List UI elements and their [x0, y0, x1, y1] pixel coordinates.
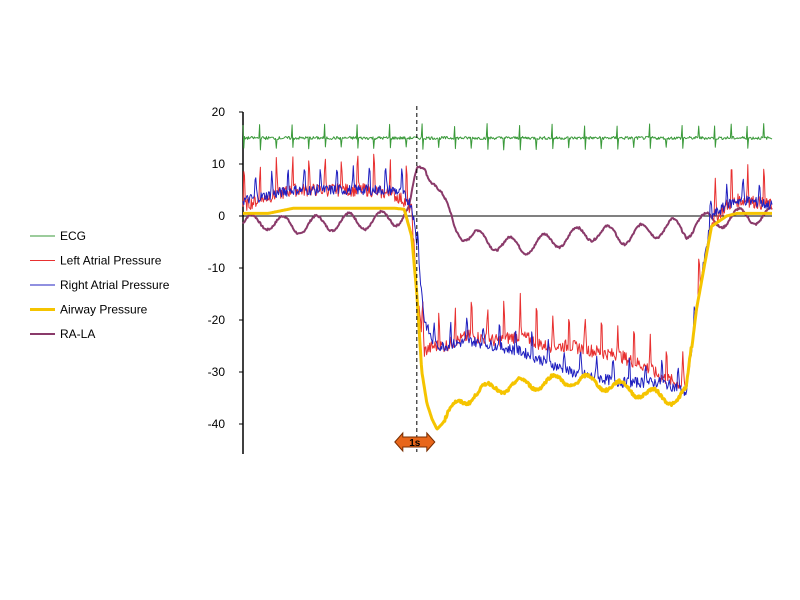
- marker-label: 1s: [409, 438, 421, 449]
- y-tick-label: -30: [208, 365, 226, 379]
- y-tick-label: -10: [208, 261, 226, 275]
- legend-label: Left Atrial Pressure: [60, 254, 162, 268]
- legend: ECG Left Atrial Pressure Right Atrial Pres…: [30, 229, 170, 341]
- legend-label: Right Atrial Pressure: [60, 278, 170, 292]
- series-line-ra-la: [242, 165, 773, 256]
- y-tick-label: 10: [212, 157, 226, 171]
- y-tick-label: -20: [208, 313, 226, 327]
- series-line-right-atrial-pressure: [242, 165, 773, 396]
- series-layer: [242, 123, 773, 431]
- legend-label: ECG: [60, 229, 86, 243]
- y-tick-label: 0: [218, 209, 225, 223]
- legend-label: RA-LA: [60, 327, 95, 341]
- legend-label: Airway Pressure: [60, 303, 148, 317]
- marker-arrow: [394, 431, 436, 453]
- series-line-airway-pressure: [242, 206, 773, 431]
- y-axis: 20 10 0 -10 -20 -30 -40: [208, 105, 244, 454]
- y-tick-label: -40: [208, 417, 226, 431]
- y-tick-label: 20: [212, 105, 226, 119]
- series-line-ecg: [242, 123, 773, 151]
- time-marker: 1s: [394, 106, 436, 453]
